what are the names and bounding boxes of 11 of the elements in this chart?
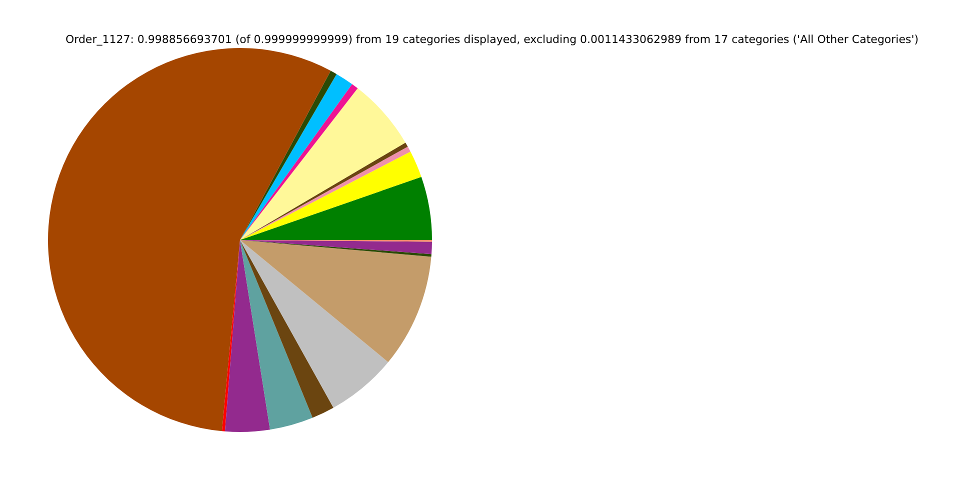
pie-slice: [240, 240, 388, 408]
pie-slice: [48, 48, 331, 432]
pie-slice: [240, 240, 432, 362]
pie-slice: [240, 240, 334, 418]
pie-slice: [240, 70, 337, 240]
pie-slice: [222, 240, 240, 432]
pie-slice: [240, 240, 313, 430]
pie-slice: [240, 88, 406, 240]
pie-slice: [240, 176, 432, 240]
text: Order_1127: 0.998856693701 (of 0.999999999999) from 19 categories displayed, excluding 0.0011433062989 from 17 categories ('All Other Categories'): [65, 33, 919, 46]
pie-slice: [224, 240, 270, 432]
